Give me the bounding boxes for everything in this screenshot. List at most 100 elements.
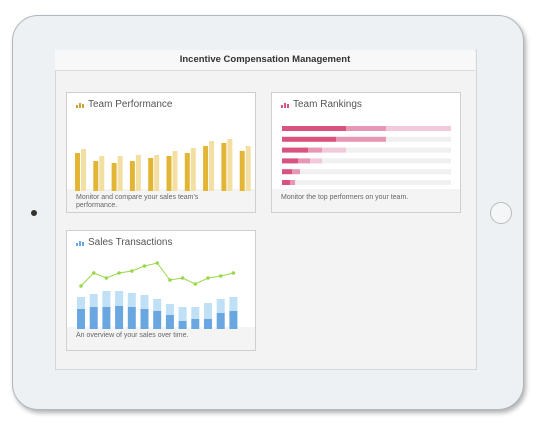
bar xyxy=(178,321,187,329)
bar xyxy=(135,155,141,191)
line-point xyxy=(168,278,172,282)
line-point xyxy=(155,261,159,265)
bar xyxy=(204,319,212,329)
bar xyxy=(140,309,149,329)
tile-description: An overview of your sales over time. xyxy=(76,332,189,339)
bar xyxy=(191,319,200,329)
tile[interactable]: Team Rankings Monitor the top performers … xyxy=(271,92,461,213)
line xyxy=(80,262,234,287)
bar xyxy=(99,156,105,191)
bar xyxy=(282,158,298,164)
bar xyxy=(166,156,172,191)
tile-icon xyxy=(281,105,283,108)
bar-track xyxy=(282,169,451,175)
line-point xyxy=(79,284,83,288)
bar xyxy=(209,141,215,191)
line-point xyxy=(180,276,185,280)
tile-title: Team Performance xyxy=(88,99,173,110)
bar xyxy=(153,311,162,329)
bar xyxy=(165,315,174,329)
bar xyxy=(75,153,80,191)
bar xyxy=(115,306,124,329)
bar xyxy=(298,158,310,164)
bar xyxy=(165,304,174,315)
bar xyxy=(290,180,295,185)
bar xyxy=(216,313,225,329)
tile-footer xyxy=(272,189,460,212)
bar xyxy=(140,295,149,309)
bar xyxy=(322,147,346,153)
bar xyxy=(184,153,190,191)
line-point xyxy=(130,269,134,273)
bar xyxy=(127,293,136,307)
bar xyxy=(129,161,135,191)
bar xyxy=(111,163,117,191)
bar xyxy=(102,291,111,307)
bar xyxy=(190,148,196,191)
bar xyxy=(310,158,322,164)
tile-title: Sales Transactions xyxy=(88,237,173,248)
bar xyxy=(239,151,245,191)
tile-icon xyxy=(76,105,78,108)
tile-icon xyxy=(82,242,84,246)
line-point xyxy=(142,264,147,268)
bar xyxy=(148,158,154,191)
tile-icon xyxy=(76,243,78,246)
tile-icon xyxy=(79,103,81,108)
bar xyxy=(229,297,238,311)
app-title: Incentive Compensation Management xyxy=(179,54,351,65)
tile-icon xyxy=(79,241,81,246)
bar xyxy=(127,307,136,329)
line-point xyxy=(117,271,121,275)
line-point xyxy=(206,276,210,280)
bar xyxy=(282,126,346,131)
tile-description: Monitor the top performers on your team. xyxy=(281,194,409,201)
bar xyxy=(115,291,124,306)
home-button[interactable] xyxy=(490,202,512,224)
bar xyxy=(346,126,386,131)
tile-title: Team Rankings xyxy=(293,99,362,110)
bar xyxy=(282,147,308,153)
bar-track xyxy=(282,147,451,153)
line-point xyxy=(91,271,96,275)
line-point xyxy=(218,274,223,278)
bar xyxy=(178,307,187,321)
bar xyxy=(117,156,123,191)
bar xyxy=(89,294,98,307)
bar xyxy=(93,161,99,191)
bar xyxy=(172,151,178,191)
bar xyxy=(216,299,225,313)
line-point xyxy=(193,282,198,286)
tile-footer xyxy=(67,327,255,350)
bar xyxy=(292,169,300,175)
bar xyxy=(245,146,251,191)
tile[interactable]: Team Performance Monitor and compare your… xyxy=(66,92,256,213)
bar xyxy=(102,307,111,329)
bar xyxy=(89,307,98,329)
bar xyxy=(282,180,290,185)
bar xyxy=(77,309,85,329)
bar xyxy=(386,126,451,131)
app-header: Incentive Compensation Management xyxy=(55,50,475,71)
tile-icon xyxy=(82,104,84,108)
bar xyxy=(81,149,86,191)
bar xyxy=(227,139,233,191)
tile-chart xyxy=(281,103,451,185)
tile-icon xyxy=(287,104,289,108)
bar xyxy=(282,136,336,142)
bar-track xyxy=(282,158,451,164)
bar xyxy=(221,143,227,191)
tile-chart xyxy=(76,241,238,329)
line-point xyxy=(231,271,236,275)
bar xyxy=(153,299,162,311)
tile[interactable]: Sales Transactions An overview of your sa… xyxy=(66,230,256,351)
bar xyxy=(204,303,212,319)
bar xyxy=(229,311,238,329)
bar xyxy=(191,307,200,319)
bar-track xyxy=(282,180,451,185)
tile-chart xyxy=(75,103,251,191)
tile-description: Monitor and compare your sales team's pe… xyxy=(76,194,199,209)
bar xyxy=(77,297,85,309)
